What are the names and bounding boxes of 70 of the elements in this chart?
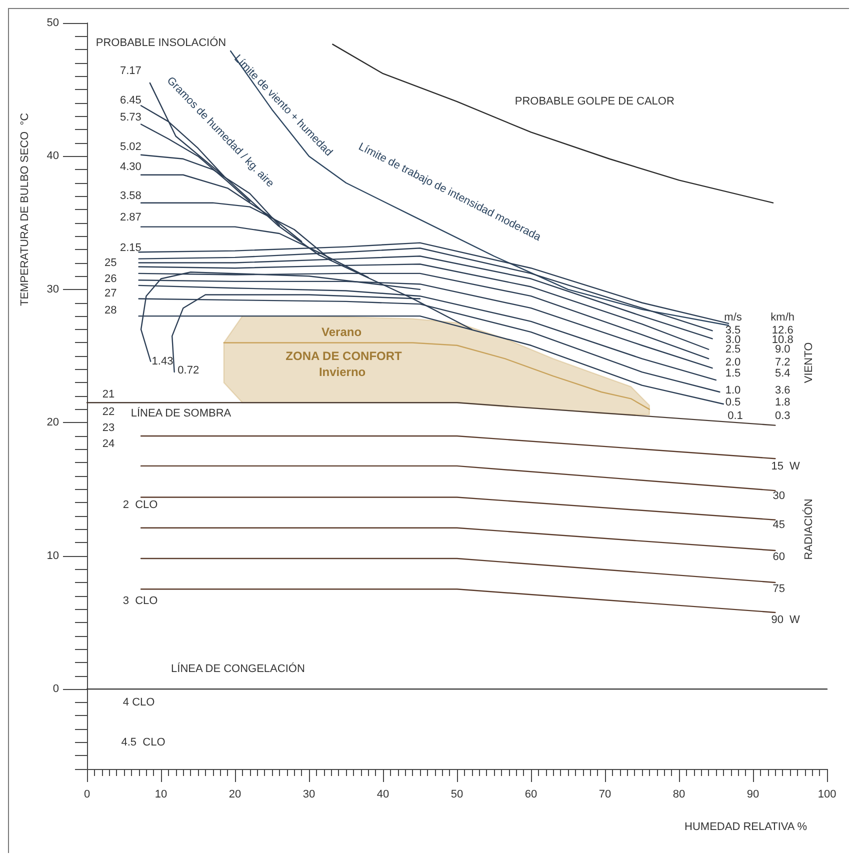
annotation: 0.3 [774,410,790,422]
y-tick-label: 30 [46,283,59,296]
annotation: 15 W [771,460,801,473]
annotation: 4.5 CLO [121,736,166,748]
y-tick-label: 0 [52,683,59,696]
x-tick-label: 100 [818,788,836,800]
annotation: PROBABLE GOLPE DE CALOR [514,96,674,108]
annotation: 4.30 [120,160,142,173]
y-tick-label: 20 [46,416,59,429]
annotation: 25 [104,256,117,269]
y-tick-label: 40 [46,150,59,162]
annotation: 23 [102,422,115,434]
annotation: 26 [104,272,117,285]
annotation: 0.5 [725,396,741,409]
annotation: 3.6 [774,384,790,397]
annotation: 7.2 [774,356,790,369]
x-tick-label: 20 [228,788,242,800]
annotation: 2.5 [725,343,741,356]
y-tick-label: 10 [46,550,59,562]
annotation: 24 [102,438,115,450]
annotation: Verano [322,325,362,340]
annotation: 4 CLO [122,696,156,708]
annotation: LÍNEA DE SOMBRA [130,406,232,420]
annotation: PROBABLE INSOLACIÓN [96,36,226,49]
annotation: 60 [772,551,786,564]
annotation: 45 [772,519,786,532]
annotation: ZONA DE CONFORT [286,349,403,364]
x-tick-label: 50 [450,788,464,800]
x-tick-label: 80 [672,788,686,800]
x-tick-label: 0 [84,788,90,800]
annotation: 1.0 [725,384,741,397]
annotation: VIENTO [803,342,816,384]
x-axis-title: HUMEDAD RELATIVA % [684,821,808,833]
x-tick-label: 40 [376,788,390,800]
annotation: 1.8 [774,396,790,409]
annotation: 3.58 [120,190,142,202]
annotation: 3.5 [725,324,741,337]
annotation: Invierno [318,365,366,380]
x-tick-label: 70 [598,788,612,800]
annotation: m/s [724,311,742,324]
y-axis-title: TEMPERATURA DE BULBO SECO °C [19,112,31,306]
annotation: 0.1 [728,410,743,422]
annotation: 1.43 [152,355,174,368]
annotation: 21 [102,388,115,401]
annotation: 30 [772,490,786,502]
annotation: 2 CLO [122,499,158,512]
annotation: 5.73 [120,112,142,124]
annotation: LÍNEA DE CONGELACIÓN [171,662,305,676]
annotation: 1.5 [725,367,741,380]
annotation: 0.72 [178,364,200,377]
annotation: 3 CLO [122,595,158,608]
x-tick-label: 60 [524,788,538,800]
annotation: km/h [770,311,795,324]
x-tick-label: 10 [154,788,168,800]
annotation: 7.17 [120,64,142,77]
annotation: 90 W [771,614,801,626]
annotation: 5.4 [774,367,790,380]
annotation: 28 [104,304,117,317]
y-tick-label: 50 [46,17,59,29]
x-tick-label: 30 [302,788,316,800]
annotation: 22 [102,406,115,418]
annotation: 5.02 [120,140,142,153]
annotation: 27 [104,287,117,300]
annotation: 2.15 [120,242,142,254]
annotation: 2.87 [120,211,142,224]
annotation: 6.45 [120,94,142,106]
annotation: RADIACIÓN [802,498,816,560]
annotation: 75 [772,583,786,596]
x-tick-label: 90 [746,788,760,800]
annotation: 2.0 [725,356,741,369]
